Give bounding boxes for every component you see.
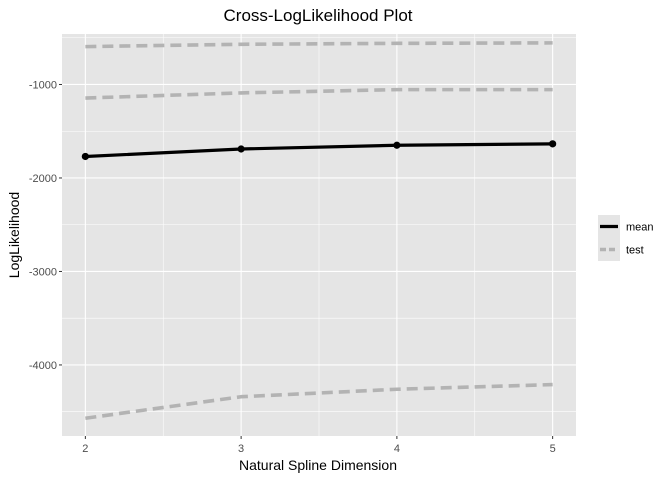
y-axis: -4000 -3000 -2000 -1000 [29, 79, 62, 372]
series-line-test [85, 41, 553, 49]
series-layer [81, 41, 557, 421]
x-axis: 2 3 4 5 [82, 436, 556, 455]
y-tick-label: -4000 [29, 360, 57, 372]
y-tick-label: -3000 [29, 266, 57, 278]
major-gridlines [62, 34, 576, 436]
series-point-mean [237, 145, 245, 153]
x-tick-label: 5 [550, 443, 556, 455]
legend: mean test [598, 215, 654, 261]
minor-gridlines [62, 34, 576, 436]
series-point-mean [393, 141, 401, 149]
y-tick-label: -2000 [29, 173, 57, 185]
legend-label-test: test [626, 245, 644, 257]
x-tick-label: 2 [82, 443, 88, 455]
series-point-mean [81, 152, 89, 161]
x-axis-title: Natural Spline Dimension [239, 457, 397, 473]
chart-title: Cross-LogLikelihood Plot [224, 6, 413, 25]
y-axis-title: LogLikelihood [6, 192, 22, 278]
series-point-mean [549, 140, 557, 148]
x-tick-label: 4 [394, 443, 400, 455]
y-tick-label: -1000 [29, 79, 57, 91]
legend-label-mean: mean [626, 222, 654, 234]
series-line-test [85, 382, 553, 421]
series-line-mean [85, 142, 553, 159]
x-tick-label: 3 [238, 443, 244, 455]
series-line-test [85, 87, 553, 100]
